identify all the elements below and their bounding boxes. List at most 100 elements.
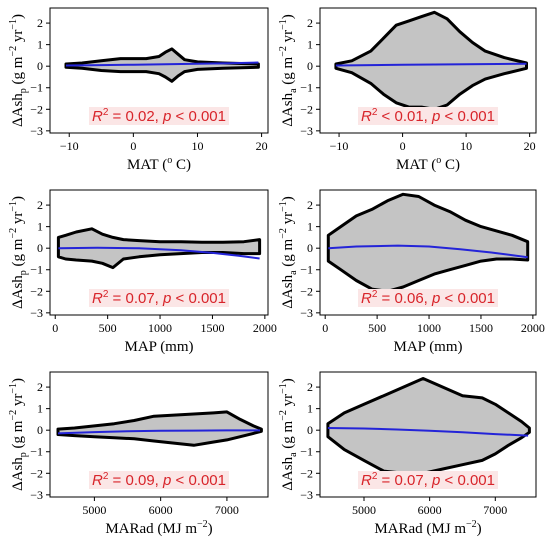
y-tick-label-b-0: −3 [300, 124, 313, 138]
x-tick-label-c-3: 1500 [200, 321, 224, 335]
x-axis-label-c: MAP (mm) [124, 339, 193, 355]
y-tick-label-d-4: 1 [307, 220, 313, 234]
panel-d: 0 500 1000 1500 2000 −3 −2 −1 0 1 2 MAP (mm) ΔAsha (… [278, 189, 545, 355]
y-tick-label-f-0: −3 [300, 488, 313, 502]
x-tick-label-c-2: 1000 [148, 321, 172, 335]
x-axis-label-d: MAP (mm) [393, 339, 462, 355]
y-tick-label-f-4: 1 [307, 402, 313, 416]
x-tick-label-c-1: 500 [99, 321, 117, 335]
x-tick-label-f-0: 5000 [352, 503, 376, 517]
y-tick-label-a-4: 1 [37, 38, 43, 52]
y-tick-label-d-1: −2 [300, 284, 313, 298]
x-tick-label-a-2: 10 [191, 139, 203, 153]
y-tick-label-a-3: 0 [37, 59, 43, 73]
stat-box-e [89, 471, 229, 489]
y-tick-label-f-5: 2 [307, 380, 313, 394]
x-tick-label-a-3: 20 [256, 139, 268, 153]
stat-label-c: R2 = 0.07, p < 0.001 [92, 289, 226, 307]
x-axis-label-f: MARad (MJ m−2) [374, 519, 481, 537]
x-axis-label-b: MAT (o C) [396, 155, 460, 173]
plot-frame-d [319, 189, 537, 316]
stat-label-b: R2 < 0.01, p < 0.001 [361, 107, 495, 125]
y-tick-label-e-5: 2 [37, 380, 43, 394]
x-tick-label-b-3: 20 [524, 139, 536, 153]
point-cloud-d [326, 192, 530, 293]
y-tick-label-e-2: −1 [30, 445, 43, 459]
trend-line-f [327, 427, 529, 437]
x-tick-label-d-4: 2000 [521, 321, 545, 335]
y-tick-label-f-2: −1 [300, 445, 313, 459]
x-tick-label-f-2: 7000 [483, 503, 507, 517]
x-tick-label-d-2: 1000 [417, 321, 441, 335]
point-cloud-e [56, 410, 263, 447]
stat-box-c [89, 289, 229, 307]
y-tick-label-d-0: −3 [300, 306, 313, 320]
x-tick-label-e-1: 6000 [149, 503, 173, 517]
y-tick-label-c-4: 1 [37, 220, 43, 234]
plot-frame-b [319, 7, 537, 134]
y-tick-label-b-3: 0 [307, 59, 313, 73]
y-axis-label-b: ΔAsha (g m−2 yr−1) [278, 14, 299, 126]
plot-frame-f [319, 371, 537, 498]
y-tick-label-e-1: −2 [30, 466, 43, 480]
y-tick-label-a-0: −3 [30, 124, 43, 138]
y-tick-label-c-5: 2 [37, 198, 43, 212]
y-tick-label-c-2: −1 [30, 263, 43, 277]
stat-label-f: R2 = 0.07, p < 0.001 [361, 471, 495, 489]
x-tick-label-b-0: −10 [330, 139, 349, 153]
stat-box-d [358, 289, 498, 307]
y-tick-label-b-4: 1 [307, 38, 313, 52]
y-tick-label-e-0: −3 [30, 488, 43, 502]
y-tick-label-b-5: 2 [307, 16, 313, 30]
x-tick-label-d-0: 0 [322, 321, 328, 335]
y-axis-label-d: ΔAsha (g m−2 yr−1) [278, 196, 299, 308]
x-tick-label-c-4: 2000 [253, 321, 277, 335]
y-axis-label-c: ΔAshp (g m−2 yr−1) [8, 196, 29, 309]
x-tick-label-e-0: 5000 [82, 503, 106, 517]
x-tick-label-d-3: 1500 [469, 321, 493, 335]
x-tick-label-b-2: 10 [460, 139, 472, 153]
stat-box-a [89, 107, 229, 125]
plot-frame-c [49, 189, 269, 316]
x-tick-label-d-1: 500 [368, 321, 386, 335]
y-tick-label-c-3: 0 [37, 241, 43, 255]
trend-line-d [328, 244, 528, 259]
x-tick-label-b-1: 0 [400, 139, 406, 153]
panel-f: 5000 6000 7000 −3 −2 −1 0 1 2 MARad (MJ m−2) ΔAsha… [278, 371, 537, 537]
y-tick-label-a-1: −2 [30, 102, 43, 116]
stat-label-a: R2 = 0.02, p < 0.001 [92, 107, 226, 125]
y-tick-label-d-2: −1 [300, 263, 313, 277]
x-tick-label-a-1: 0 [130, 139, 136, 153]
point-cloud-f [326, 377, 531, 475]
trend-line-b [335, 62, 527, 67]
plot-frame-e [49, 371, 269, 498]
x-tick-label-e-2: 7000 [215, 503, 239, 517]
y-tick-label-b-1: −2 [300, 102, 313, 116]
y-tick-label-c-0: −3 [30, 306, 43, 320]
y-tick-label-f-1: −2 [300, 466, 313, 480]
y-tick-label-c-1: −2 [30, 284, 43, 298]
y-axis-label-a: ΔAshp (g m−2 yr−1) [8, 14, 29, 127]
stat-box-b [358, 107, 498, 125]
y-tick-label-b-2: −1 [300, 81, 313, 95]
y-tick-label-f-3: 0 [307, 423, 313, 437]
x-tick-label-c-0: 0 [52, 321, 58, 335]
stat-box-f [358, 471, 498, 489]
trend-line-e [57, 429, 260, 435]
x-axis-label-a: MAT (o C) [127, 155, 191, 173]
stat-label-e: R2 = 0.09, p < 0.001 [92, 471, 226, 489]
y-axis-label-e: ΔAshp (g m−2 yr−1) [8, 378, 29, 491]
y-tick-label-d-3: 0 [307, 241, 313, 255]
y-tick-label-a-5: 2 [37, 16, 43, 30]
y-axis-label-f: ΔAsha (g m−2 yr−1) [278, 378, 299, 490]
x-axis-label-e: MARad (MJ m−2) [105, 519, 212, 537]
stat-label-d: R2 = 0.06, p < 0.001 [361, 289, 495, 307]
y-tick-label-e-3: 0 [37, 423, 43, 437]
trend-line-c [58, 246, 260, 260]
x-tick-label-f-1: 6000 [418, 503, 442, 517]
y-tick-label-d-5: 2 [307, 198, 313, 212]
plot-frame-a [49, 7, 269, 134]
